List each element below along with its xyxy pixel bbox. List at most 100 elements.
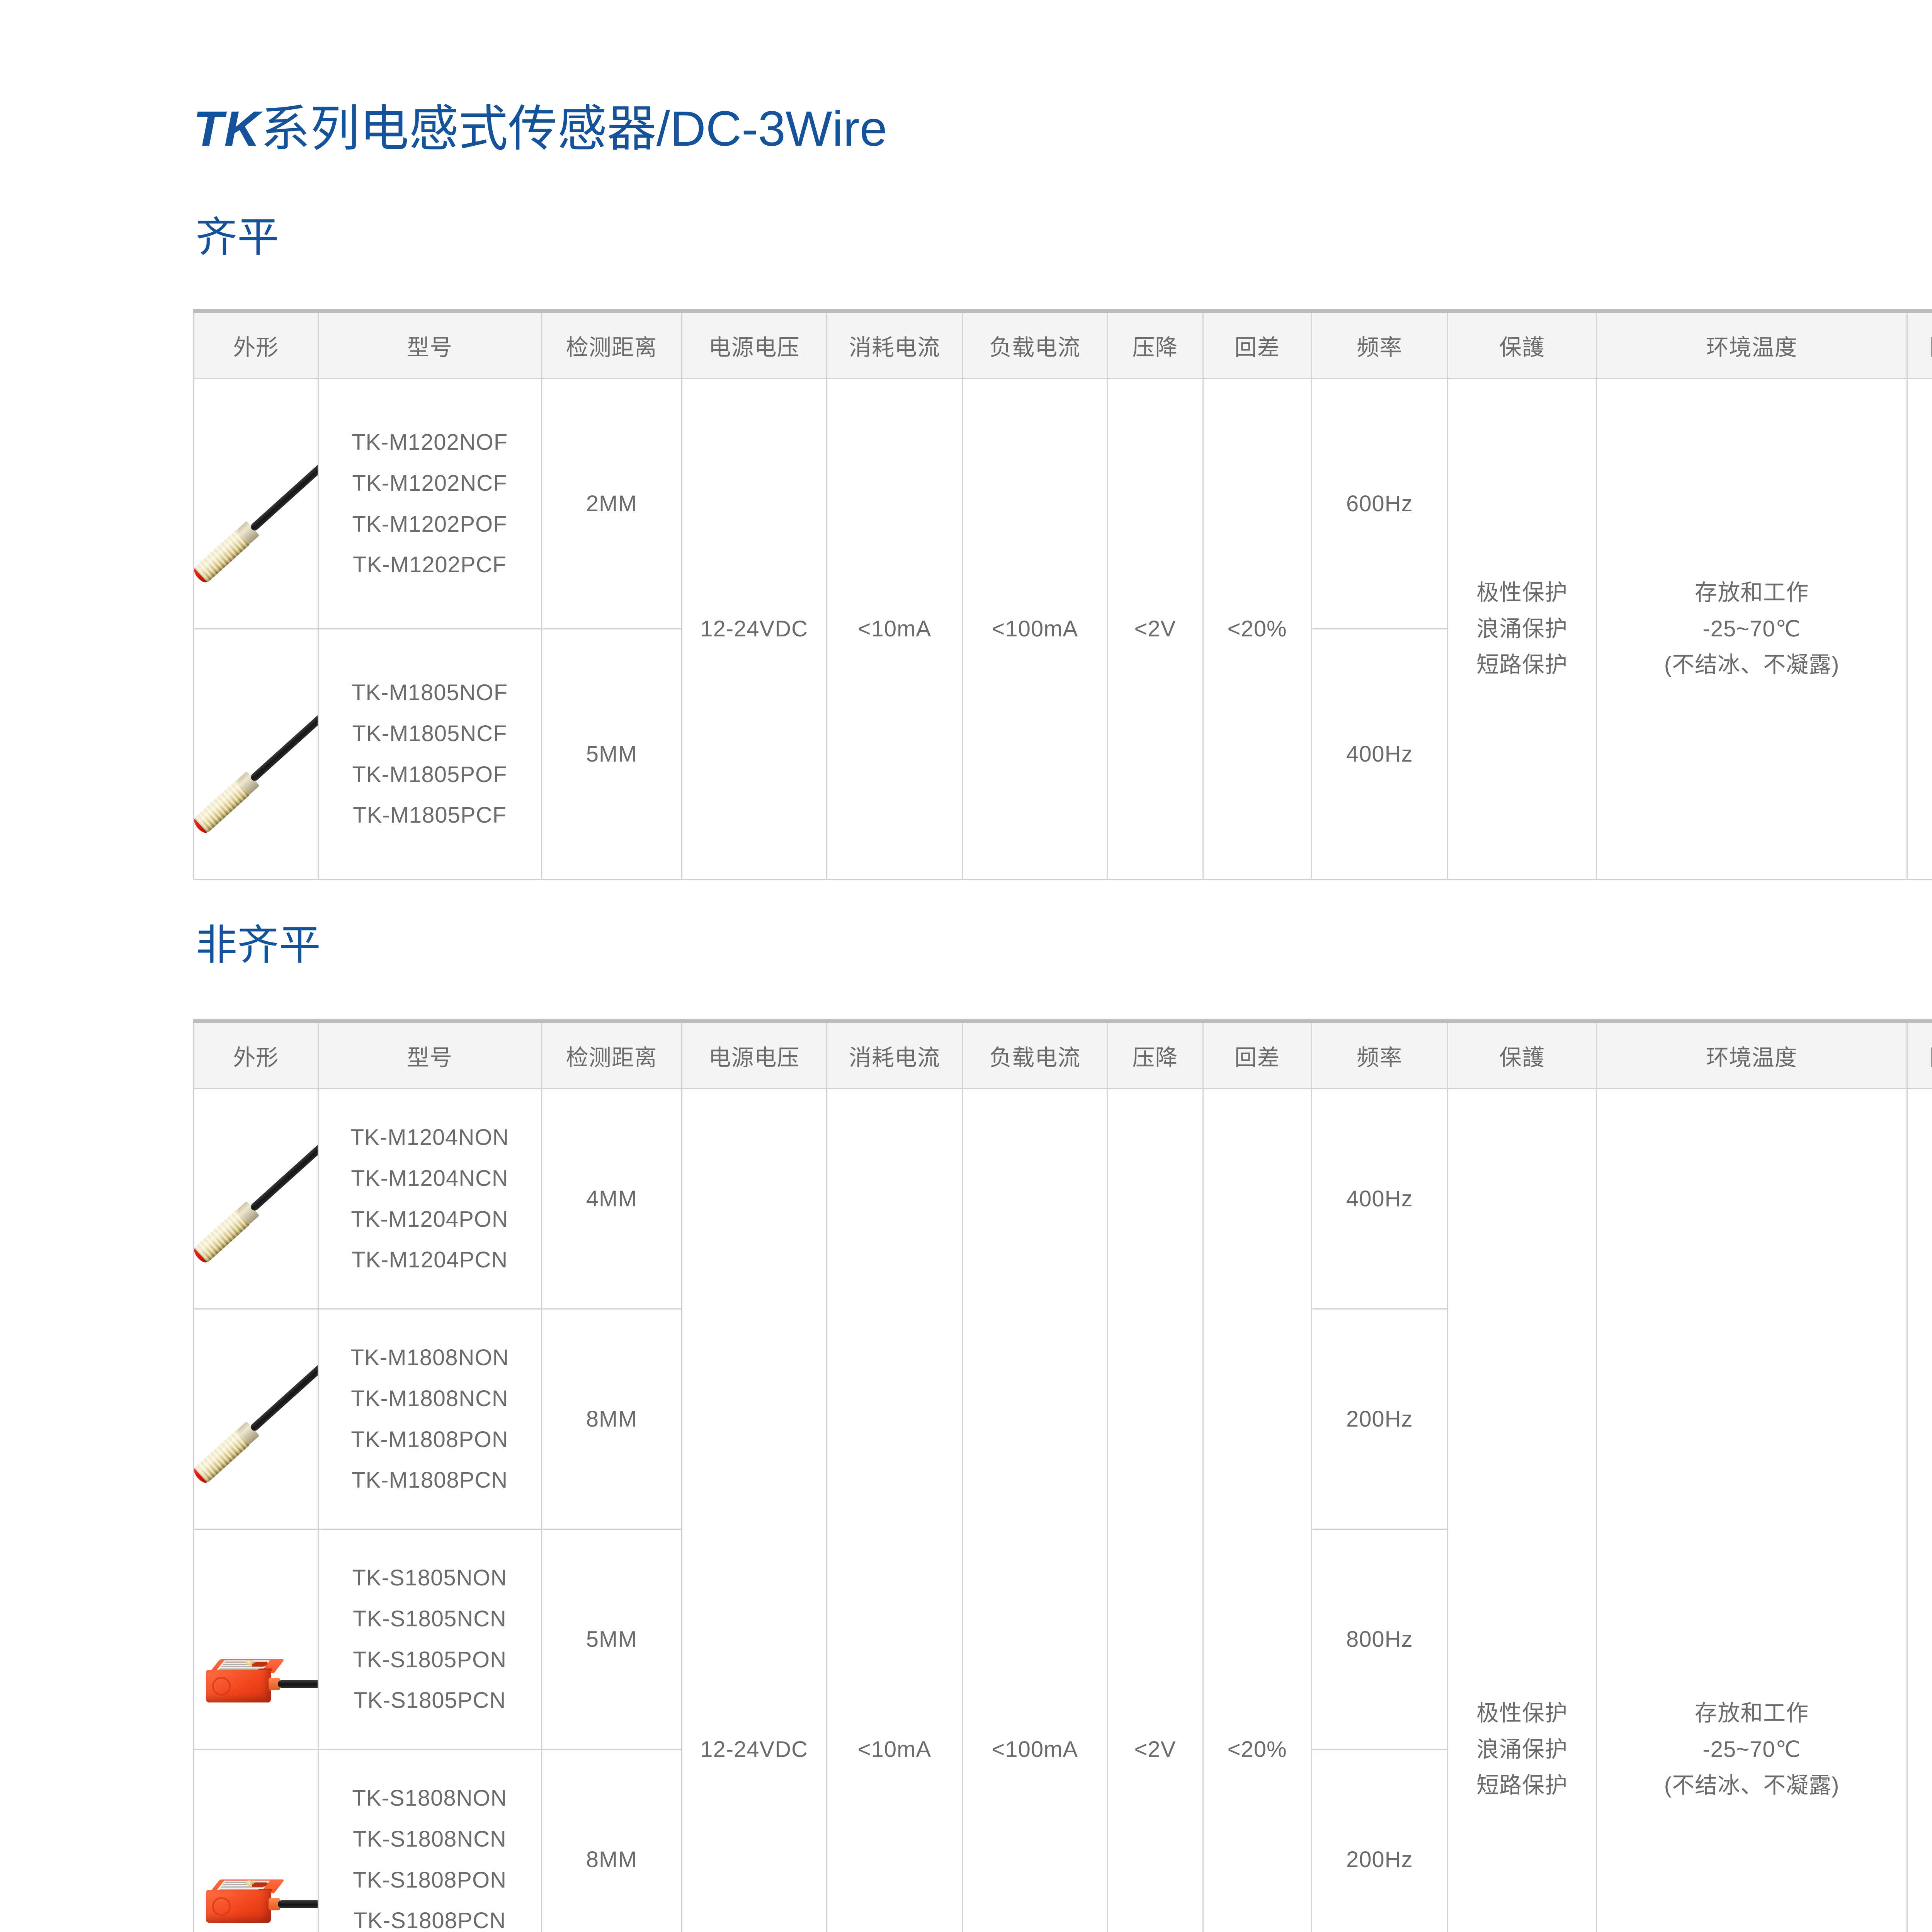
model-number: TK-M1202NCF [352, 470, 507, 496]
temperature-line: (不结冰、不凝露) [1664, 652, 1840, 678]
model-number: TK-M1202POF [352, 511, 507, 537]
model-list-cell: TK-M1204NON TK-M1204NCN TK-M1204PON TK-M… [317, 1088, 542, 1310]
protection-line: 极性保护 [1476, 580, 1568, 605]
voltage-cell: 12-24VDC [681, 1088, 827, 1932]
col-header-shape: 外形 [193, 1020, 319, 1089]
frequency-cell: 400Hz [1311, 1088, 1448, 1310]
non-flush-spec-table: 外形 型号 检测距离 电源电压 消耗电流 负载电流 压降 回差 频率 保護 环境… [193, 1019, 1932, 1932]
col-header-hysteresis: 回差 [1202, 310, 1312, 379]
col-header-frequency: 频率 [1311, 310, 1448, 379]
shape-cell [193, 1749, 319, 1932]
section-heading-flush: 齐平 [196, 214, 279, 260]
temperature-line: (不结冰、不凝露) [1664, 1773, 1840, 1798]
protection-line: 浪涌保护 [1476, 1736, 1568, 1762]
shape-cell [193, 378, 319, 629]
model-number: TK-S1808PON [353, 1867, 507, 1893]
col-header-drop: 压降 [1106, 310, 1204, 379]
col-header-distance: 检测距离 [541, 1020, 682, 1089]
frequency-cell: 600Hz [1311, 378, 1448, 629]
hysteresis-cell: <20% [1202, 1088, 1312, 1932]
model-number: TK-S1808PCN [353, 1908, 506, 1932]
model-list-cell: TK-S1805NON TK-S1805NCN TK-S1805PON TK-S… [317, 1529, 542, 1750]
col-header-voltage: 电源电压 [681, 1020, 827, 1089]
cylindrical-sensor-icon [194, 1089, 318, 1308]
model-number: TK-M1805POF [352, 762, 507, 787]
ip-rating-cell: IP67 [1906, 378, 1932, 880]
page-title-rest: 系列电感式传感器/DC-3Wire [260, 101, 887, 156]
table-header-row: 外形 型号 检测距离 电源电压 消耗电流 负载电流 压降 回差 频率 保護 环境… [193, 310, 1932, 379]
detection-distance-cell: 5MM [541, 1529, 682, 1750]
table-row: TK-M1204NON TK-M1204NCN TK-M1204PON TK-M… [193, 1088, 1932, 1932]
model-number: TK-S1805NCN [353, 1606, 507, 1631]
voltage-cell: 12-24VDC [681, 378, 827, 880]
detection-distance-cell: 8MM [541, 1308, 682, 1530]
model-number: TK-M1808PON [351, 1427, 509, 1452]
col-header-consumption: 消耗电流 [826, 310, 963, 379]
shape-cell [193, 1088, 319, 1310]
col-header-temperature: 环境温度 [1596, 310, 1908, 379]
model-number: TK-M1808NON [350, 1345, 509, 1371]
model-number: TK-S1805PON [353, 1647, 507, 1672]
cylindrical-sensor-icon [194, 629, 318, 879]
flush-table-container: 外形 型号 检测距离 电源电压 消耗电流 负载电流 压降 回差 频率 保護 环境… [193, 309, 1932, 880]
shape-cell [193, 628, 319, 880]
model-number: TK-S1808NON [352, 1786, 507, 1811]
square-sensor-icon [194, 1530, 318, 1749]
temperature-line: -25~70℃ [1702, 616, 1801, 641]
cylindrical-sensor-icon [194, 1310, 318, 1529]
page-title: TK系列电感式传感器/DC-3Wire [193, 100, 887, 158]
detection-distance-cell: 4MM [541, 1088, 682, 1310]
col-header-protection: 保護 [1447, 1020, 1597, 1089]
frequency-cell: 400Hz [1311, 628, 1448, 880]
cylindrical-sensor-icon [194, 379, 318, 628]
consumption-cell: <10mA [826, 378, 963, 880]
col-header-load: 负载电流 [962, 310, 1108, 379]
model-number: TK-M1204PON [351, 1206, 509, 1232]
table-row: TK-M1202NOF TK-M1202NCF TK-M1202POF TK-M… [193, 378, 1932, 880]
col-header-consumption: 消耗电流 [826, 1020, 963, 1089]
table-row: TK-S1808NON TK-S1808NCN TK-S1808PON TK-S… [193, 1749, 1932, 1932]
model-list-cell: TK-M1808NON TK-M1808NCN TK-M1808PON TK-M… [317, 1308, 542, 1530]
flush-spec-table: 外形 型号 检测距离 电源电压 消耗电流 负载电流 压降 回差 频率 保護 环境… [193, 309, 1932, 880]
model-number: TK-S1808NCN [353, 1826, 507, 1852]
model-number: TK-M1204PCN [351, 1247, 508, 1273]
col-header-protection: 保護 [1447, 310, 1597, 379]
col-header-hysteresis: 回差 [1202, 1020, 1312, 1089]
detection-distance-cell: 2MM [541, 378, 682, 629]
protection-cell: 极性保护 浪涌保护 短路保护 [1447, 378, 1597, 880]
model-list-cell: TK-S1808NON TK-S1808NCN TK-S1808PON TK-S… [317, 1749, 542, 1932]
table-row: TK-S1805NON TK-S1805NCN TK-S1805PON TK-S… [193, 1529, 1932, 1750]
section-heading-non-flush: 非齐平 [196, 922, 321, 968]
protection-line: 短路保护 [1476, 652, 1568, 678]
non-flush-table-container: 外形 型号 检测距离 电源电压 消耗电流 负载电流 压降 回差 频率 保護 环境… [193, 1019, 1932, 1932]
col-header-model: 型号 [317, 1020, 542, 1089]
model-number: TK-M1204NCN [351, 1165, 509, 1191]
table-row: TK-M1805NOF TK-M1805NCF TK-M1805POF TK-M… [193, 628, 1932, 880]
model-number: TK-M1805PCF [353, 803, 507, 828]
model-number: TK-M1204NON [350, 1125, 509, 1150]
col-header-voltage: 电源电压 [681, 310, 827, 379]
col-header-distance: 检测距离 [541, 310, 682, 379]
col-header-drop: 压降 [1106, 1020, 1204, 1089]
detection-distance-cell: 5MM [541, 628, 682, 880]
model-list-cell: TK-M1202NOF TK-M1202NCF TK-M1202POF TK-M… [317, 378, 542, 629]
ip-rating-cell: IP67 [1906, 1088, 1932, 1932]
model-number: TK-M1808PCN [351, 1468, 508, 1493]
col-header-frequency: 频率 [1311, 1020, 1448, 1089]
frequency-cell: 200Hz [1311, 1308, 1448, 1530]
voltage-drop-cell: <2V [1106, 378, 1204, 880]
consumption-cell: <10mA [826, 1088, 963, 1932]
temperature-line: 存放和工作 [1695, 580, 1809, 605]
col-header-load: 负载电流 [962, 1020, 1108, 1089]
load-current-cell: <100mA [962, 1088, 1108, 1932]
protection-line: 短路保护 [1476, 1773, 1568, 1798]
shape-cell [193, 1529, 319, 1750]
hysteresis-cell: <20% [1202, 378, 1312, 880]
col-header-ip: 防护等级 [1906, 1020, 1932, 1089]
square-sensor-icon [194, 1750, 318, 1932]
frequency-cell: 800Hz [1311, 1529, 1448, 1750]
model-number: TK-M1805NCF [352, 721, 507, 746]
model-number: TK-S1805NON [352, 1565, 507, 1591]
model-number: TK-M1805NOF [351, 680, 508, 706]
